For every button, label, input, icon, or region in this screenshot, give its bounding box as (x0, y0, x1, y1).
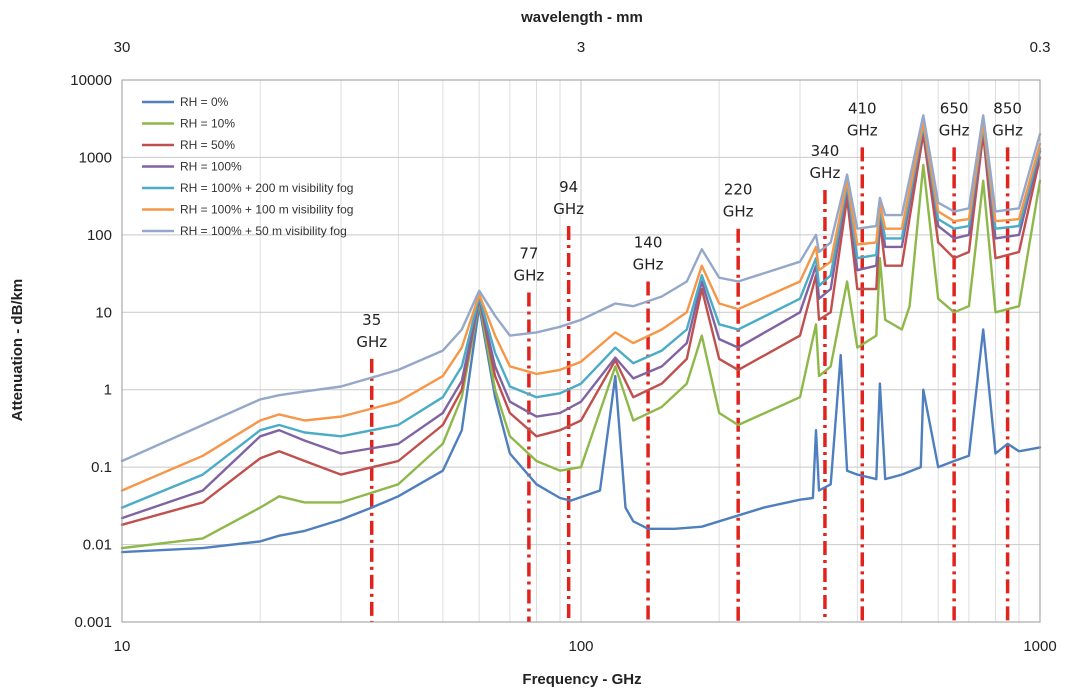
series-line (120, 305, 1042, 554)
legend-label: RH = 100% + 200 m visibility fog (180, 181, 353, 195)
legend-label: RH = 100% + 100 m visibility fog (180, 203, 353, 217)
x-axis-title: Frequency - GHz (522, 671, 641, 688)
top-axis-tick-label: 30 (114, 39, 131, 56)
frequency-marker-label: 77 (519, 245, 538, 263)
frequency-marker-label: 94 (559, 178, 578, 196)
series-line (120, 114, 1042, 463)
series-line (120, 163, 1042, 550)
y-tick-label: 10000 (70, 72, 112, 89)
frequency-marker-label: 35 (362, 311, 381, 329)
y-tick-label: 0.1 (91, 459, 112, 476)
y-tick-label: 1 (104, 382, 112, 399)
frequency-marker-unit: GHz (633, 255, 664, 273)
frequency-marker-unit: GHz (553, 200, 584, 218)
legend: RH = 0% RH = 10% RH = 50% RH = 100% RH = 100… (142, 95, 353, 238)
frequency-marker-label: 650 (940, 99, 969, 117)
legend-label: RH = 100% (180, 160, 242, 174)
grid (121, 79, 1041, 623)
legend-label: RH = 50% (180, 138, 235, 152)
frequency-marker-label: 220 (724, 181, 753, 199)
x-tick-label: 10 (114, 638, 131, 655)
x-tick-label: 1000 (1023, 638, 1056, 655)
frequency-marker-label: 340 (811, 142, 840, 160)
frequency-marker-unit: GHz (810, 164, 841, 182)
frequency-markers: 35 GHz 77 GHz 94 GHz 140 GHz 220 GHz 340 GHz 410 GHz 6… (356, 99, 1023, 622)
frequency-marker-unit: GHz (847, 121, 878, 139)
frequency-marker-label: 850 (993, 99, 1022, 117)
legend-label: RH = 0% (180, 95, 229, 109)
y-axis-title: Attenuation - dB/km (9, 279, 26, 422)
x-tick-label: 100 (568, 638, 593, 655)
y-tick-label: 0.001 (74, 614, 112, 631)
series-lines (120, 114, 1042, 554)
y-tick-label: 100 (87, 227, 112, 244)
series-line (120, 132, 1042, 526)
top-axis-tick-label: 3 (577, 39, 585, 56)
frequency-marker-unit: GHz (939, 121, 970, 139)
frequency-marker-unit: GHz (992, 121, 1023, 139)
frequency-marker-label: 410 (848, 99, 877, 117)
top-axis-title: wavelength - mm (520, 9, 643, 26)
frequency-marker-unit: GHz (723, 203, 754, 221)
series-line (120, 121, 1042, 492)
y-tick-label: 0.01 (83, 537, 112, 554)
frequency-marker-unit: GHz (356, 333, 387, 351)
top-axis-tick-label: 0.3 (1030, 39, 1051, 56)
plot-area-border (121, 79, 1041, 623)
y-tick-label: 1000 (79, 149, 112, 166)
legend-label: RH = 10% (180, 117, 235, 131)
frequency-marker-label: 140 (634, 233, 663, 251)
legend-label: RH = 100% + 50 m visibility fog (180, 224, 347, 238)
y-tick-label: 10 (95, 304, 112, 321)
axes: 0.001 0.01 0.1 1 10 100 1000 10000 10 100 1000 30 3 0… (70, 39, 1056, 655)
frequency-marker-unit: GHz (514, 267, 545, 285)
